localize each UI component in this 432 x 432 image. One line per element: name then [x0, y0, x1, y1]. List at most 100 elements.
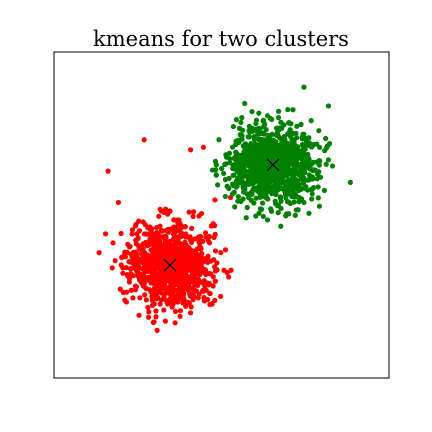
cluster-2-point [253, 150, 260, 157]
cluster-1-point [207, 290, 213, 297]
cluster-1-point [203, 234, 209, 240]
cluster-2-point [237, 132, 243, 138]
cluster-2-point [251, 134, 257, 140]
cluster-2-point [266, 150, 272, 156]
cluster-2-point [306, 135, 312, 141]
cluster-2-point [270, 137, 276, 143]
cluster-2-point [298, 167, 304, 174]
cluster-2-point [222, 193, 228, 200]
cluster-1-point [161, 307, 167, 313]
cluster-2-point [255, 136, 261, 142]
cluster-2-point [311, 141, 317, 147]
cluster-2-point [290, 187, 296, 193]
cluster-1-point [162, 247, 168, 253]
cluster-1-point [128, 287, 134, 293]
cluster-1-point [171, 217, 177, 223]
cluster-2-point [262, 177, 268, 183]
cluster-2-point [270, 177, 277, 184]
cluster-1-point [195, 234, 202, 240]
cluster-2-point [209, 167, 216, 173]
centroid-2-marker [266, 158, 280, 172]
points-layer [96, 84, 353, 333]
cluster-1-point [149, 302, 156, 308]
cluster-2-point [258, 147, 265, 153]
cluster-1-point [200, 259, 206, 265]
cluster-1-point [189, 285, 195, 291]
cluster-1-point [190, 272, 196, 278]
cluster-1-point [157, 223, 163, 229]
cluster-1-point [228, 267, 234, 273]
cluster-1-point [183, 300, 189, 306]
cluster-1-point [194, 246, 200, 252]
cluster-1-point [134, 267, 140, 273]
cluster-1-point [198, 246, 204, 252]
cluster-1-point [168, 242, 175, 248]
cluster-2-point [249, 108, 255, 115]
cluster-2-point [213, 172, 219, 178]
cluster-2-point [267, 184, 273, 190]
cluster-1-point [214, 267, 220, 273]
cluster-1-point [145, 304, 151, 311]
cluster-2-point [232, 204, 238, 210]
cluster-1-point [175, 299, 181, 305]
cluster-2-point [322, 148, 328, 154]
cluster-1-point [129, 254, 135, 261]
cluster-2-point [235, 194, 241, 200]
cluster-2-point [244, 149, 250, 156]
cluster-1-point [186, 278, 193, 284]
cluster-1-point [212, 197, 218, 203]
cluster-2-point [306, 177, 312, 183]
cluster-2-point [347, 179, 353, 185]
cluster-1-point [155, 232, 161, 238]
plot-frame [53, 51, 390, 379]
cluster-1-point [187, 310, 194, 316]
cluster-1-point [176, 275, 182, 281]
cluster-1-point [143, 297, 149, 303]
cluster-1-point [124, 249, 130, 256]
cluster-1-point [136, 312, 142, 318]
cluster-1-point [188, 265, 194, 271]
cluster-2-point [323, 161, 329, 167]
cluster-2-point [325, 157, 332, 163]
cluster-2-point [283, 195, 289, 201]
cluster-1-point [159, 228, 165, 234]
cluster-2-point [279, 153, 286, 159]
cluster-1-point [177, 232, 184, 238]
centroid-1-stroke [163, 258, 177, 272]
cluster-2-point [245, 173, 251, 179]
cluster-1-point [130, 265, 136, 271]
cluster-2-point [229, 144, 236, 150]
cluster-2-point [298, 121, 304, 127]
cluster-2-point [293, 169, 299, 175]
cluster-2-point [317, 158, 323, 164]
cluster-2-point [301, 131, 307, 137]
cluster-1-point [182, 270, 188, 276]
cluster-1-point [201, 298, 208, 304]
cluster-1-point [208, 258, 214, 264]
cluster-2-point [256, 125, 262, 131]
cluster-2-point [253, 117, 260, 123]
cluster-2-point [264, 217, 271, 223]
cluster-1-point [193, 288, 200, 294]
cluster-2-point [260, 118, 266, 124]
centroids-layer [163, 158, 280, 272]
cluster-1-point [171, 225, 177, 231]
cluster-1-point [186, 209, 192, 215]
cluster-2-point [242, 141, 248, 147]
cluster-1-point [206, 240, 213, 246]
cluster-2-point [309, 191, 315, 197]
cluster-2-point [248, 197, 254, 203]
cluster-2-point [241, 187, 247, 193]
centroid-2-stroke [266, 158, 280, 172]
cluster-2-point [242, 157, 248, 163]
cluster-2-point [316, 162, 322, 168]
cluster-1-point [168, 278, 174, 284]
cluster-2-point [246, 134, 252, 140]
cluster-2-point [266, 164, 272, 171]
cluster-2-point [292, 212, 298, 218]
cluster-1-point [188, 237, 194, 243]
cluster-1-point [182, 280, 188, 287]
cluster-2-point [278, 198, 284, 204]
cluster-1-point [182, 241, 188, 247]
